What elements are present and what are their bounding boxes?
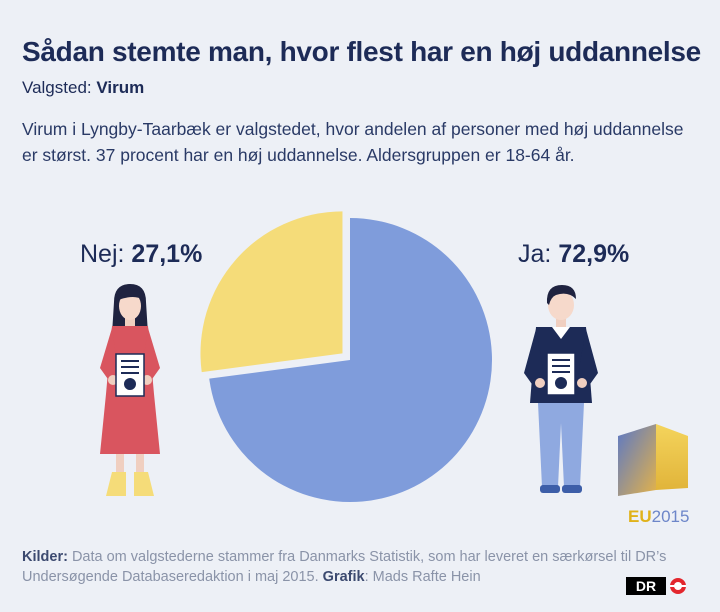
footer-sources: Kilder: Data om valgstederne stammer fra… — [22, 547, 712, 587]
nej-label-value: 27,1% — [131, 240, 203, 268]
footer-graphic-label: Grafik — [322, 569, 365, 585]
eu-badge-eu: EU — [628, 507, 652, 526]
nej-label-name: Nej: — [80, 240, 125, 268]
dr-logo-icon: DR — [626, 577, 686, 595]
nej-label: Nej: 27,1% — [80, 240, 202, 269]
page-title: Sådan stemte man, hvor flest har en høj … — [22, 36, 701, 67]
footer-sources-label: Kilder: — [22, 549, 68, 565]
pie-slice-nej — [200, 211, 343, 373]
eu-cube-icon — [618, 424, 688, 496]
pie-chart — [200, 211, 492, 502]
eu-2015-badge: EU2015 — [628, 507, 689, 527]
subtitle-label: Valgsted: — [22, 78, 92, 97]
subtitle-value: Virum — [96, 78, 145, 97]
pie-slice-ja — [209, 218, 492, 502]
dr-logo-text: DR — [636, 578, 656, 594]
ja-label-name: Ja: — [518, 240, 552, 268]
ja-label-value: 72,9% — [558, 240, 630, 268]
eu-badge-year: 2015 — [651, 507, 690, 526]
intro-text: Virum i Lyngby-Taarbæk er valgstedet, hv… — [22, 119, 684, 165]
subtitle: Valgsted: Virum — [22, 78, 144, 98]
man-figure-icon — [524, 285, 598, 493]
ja-label: Ja: 72,9% — [518, 240, 629, 269]
footer-graphic-text: : Mads Rafte Hein — [364, 569, 481, 585]
woman-figure-icon — [100, 284, 160, 496]
footer-sources-text: Data om valgstederne stammer fra Danmark… — [22, 549, 667, 585]
